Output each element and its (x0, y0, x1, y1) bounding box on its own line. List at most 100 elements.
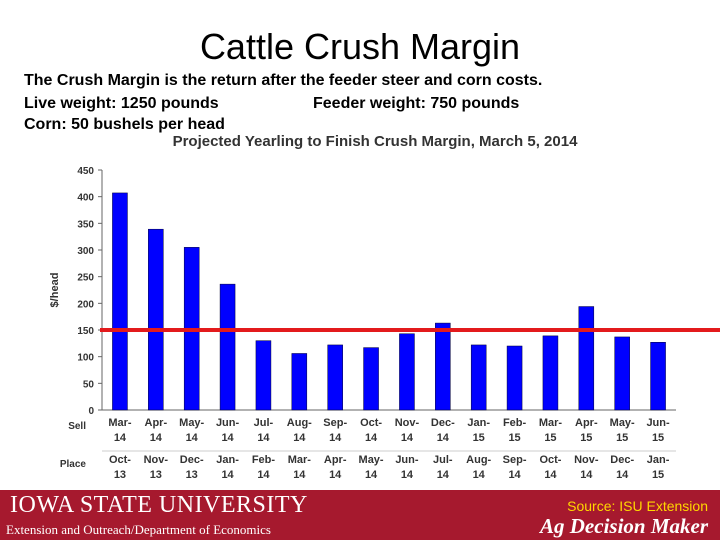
bar (435, 322, 451, 411)
y-tick-label: 50 (83, 379, 95, 390)
sell-year-label: 14 (257, 432, 270, 444)
bar (542, 335, 559, 411)
y-tick-label: 150 (77, 326, 94, 337)
y-tick-label: 450 (77, 166, 94, 177)
footer-bar: IOWA STATE UNIVERSITY Extension and Outr… (0, 490, 720, 540)
sell-year-label: 14 (186, 432, 199, 444)
bar (327, 344, 343, 411)
place-year-label: 14 (293, 469, 306, 481)
sell-year-label: 14 (437, 432, 450, 444)
sell-year-label: 14 (221, 432, 234, 444)
y-tick-label: 350 (77, 219, 94, 230)
sell-month-label: Feb- (503, 417, 527, 429)
sell-month-label: Sep- (323, 417, 347, 429)
place-year-label: 14 (473, 469, 486, 481)
place-year-label: 13 (150, 469, 162, 481)
bar (614, 336, 630, 411)
place-year-label: 14 (221, 469, 234, 481)
sell-month-label: Jan- (467, 417, 490, 429)
place-row-label: Place (60, 459, 87, 470)
place-year-label: 14 (508, 469, 521, 481)
sell-month-label: May- (610, 417, 635, 429)
y-tick-label: 400 (77, 193, 94, 204)
y-tick-label: 300 (77, 246, 94, 257)
y-axis-label: $/head (49, 273, 61, 308)
place-month-label: Dec- (610, 454, 634, 466)
bar (470, 344, 487, 411)
bar (650, 342, 666, 411)
university-logo: IOWA STATE UNIVERSITY (10, 492, 308, 518)
place-year-label: 14 (365, 469, 378, 481)
corn-text: Corn: 50 bushels per head (24, 116, 225, 133)
y-tick-label: 200 (77, 299, 94, 310)
source-text: Source: ISU Extension (567, 498, 708, 514)
place-year-label: 14 (580, 469, 593, 481)
feeder-weight-text: Feeder weight: 750 pounds (313, 95, 520, 112)
department-text: Extension and Outreach/Department of Eco… (6, 522, 271, 537)
sell-year-label: 14 (329, 432, 342, 444)
sell-month-label: May- (179, 417, 204, 429)
place-month-label: Dec- (180, 454, 204, 466)
bar (578, 306, 595, 411)
y-tick-label: 250 (77, 273, 94, 284)
place-month-label: May- (359, 454, 384, 466)
sell-year-label: 14 (114, 432, 127, 444)
sell-year-label: 15 (473, 432, 485, 444)
chart-title: Projected Yearling to Finish Crush Margi… (172, 133, 578, 150)
place-year-label: 15 (652, 469, 664, 481)
place-year-label: 14 (616, 469, 629, 481)
sell-year-label: 15 (652, 432, 664, 444)
sell-year-label: 15 (580, 432, 592, 444)
bar (506, 345, 523, 411)
bar (291, 353, 308, 411)
sell-month-label: Mar- (539, 417, 563, 429)
place-month-label: Feb- (252, 454, 276, 466)
place-month-label: Oct- (109, 454, 131, 466)
sell-month-label: Dec- (431, 417, 455, 429)
place-month-label: Oct- (539, 454, 561, 466)
sell-year-label: 15 (508, 432, 520, 444)
sell-year-label: 14 (401, 432, 414, 444)
place-year-label: 14 (437, 469, 450, 481)
place-year-label: 14 (329, 469, 342, 481)
place-month-label: Nov- (144, 454, 169, 466)
sell-year-label: 15 (544, 432, 556, 444)
live-weight-text: Live weight: 1250 pounds (24, 95, 219, 112)
sell-row-label: Sell (68, 421, 86, 432)
place-month-label: Sep- (503, 454, 527, 466)
bar (363, 347, 379, 411)
sell-year-label: 14 (293, 432, 306, 444)
place-month-label: Nov- (574, 454, 599, 466)
place-year-label: 14 (544, 469, 557, 481)
sell-month-label: Jul- (254, 417, 274, 429)
place-year-label: 13 (114, 469, 126, 481)
sell-month-label: Oct- (360, 417, 382, 429)
bar (148, 228, 164, 411)
place-month-label: Jun- (395, 454, 419, 466)
sell-month-label: Mar- (108, 417, 132, 429)
y-tick-label: 0 (88, 406, 94, 417)
slide-title: Cattle Crush Margin (199, 26, 521, 67)
place-year-label: 13 (186, 469, 198, 481)
place-year-label: 14 (401, 469, 414, 481)
place-month-label: Jan- (647, 454, 670, 466)
bar (255, 340, 272, 411)
sell-month-label: Jun- (216, 417, 240, 429)
sell-month-label: Apr- (575, 417, 598, 429)
sell-year-label: 14 (150, 432, 163, 444)
place-year-label: 14 (257, 469, 270, 481)
sell-month-label: Aug- (287, 417, 312, 429)
place-month-label: Aug- (466, 454, 491, 466)
crush-margin-chart: 0 50 100 150 200 250 300 350 400 450 $/head Sell Pla… (49, 166, 720, 481)
y-tick-label: 100 (77, 353, 94, 364)
sell-month-label: Jun- (646, 417, 670, 429)
place-month-label: Mar- (288, 454, 312, 466)
bar (219, 283, 236, 411)
sell-year-label: 15 (616, 432, 628, 444)
place-month-label: Jan- (216, 454, 239, 466)
bar (399, 333, 415, 411)
bar (112, 192, 128, 411)
sell-month-label: Nov- (395, 417, 420, 429)
sell-year-label: 14 (365, 432, 378, 444)
place-month-label: Apr- (324, 454, 347, 466)
